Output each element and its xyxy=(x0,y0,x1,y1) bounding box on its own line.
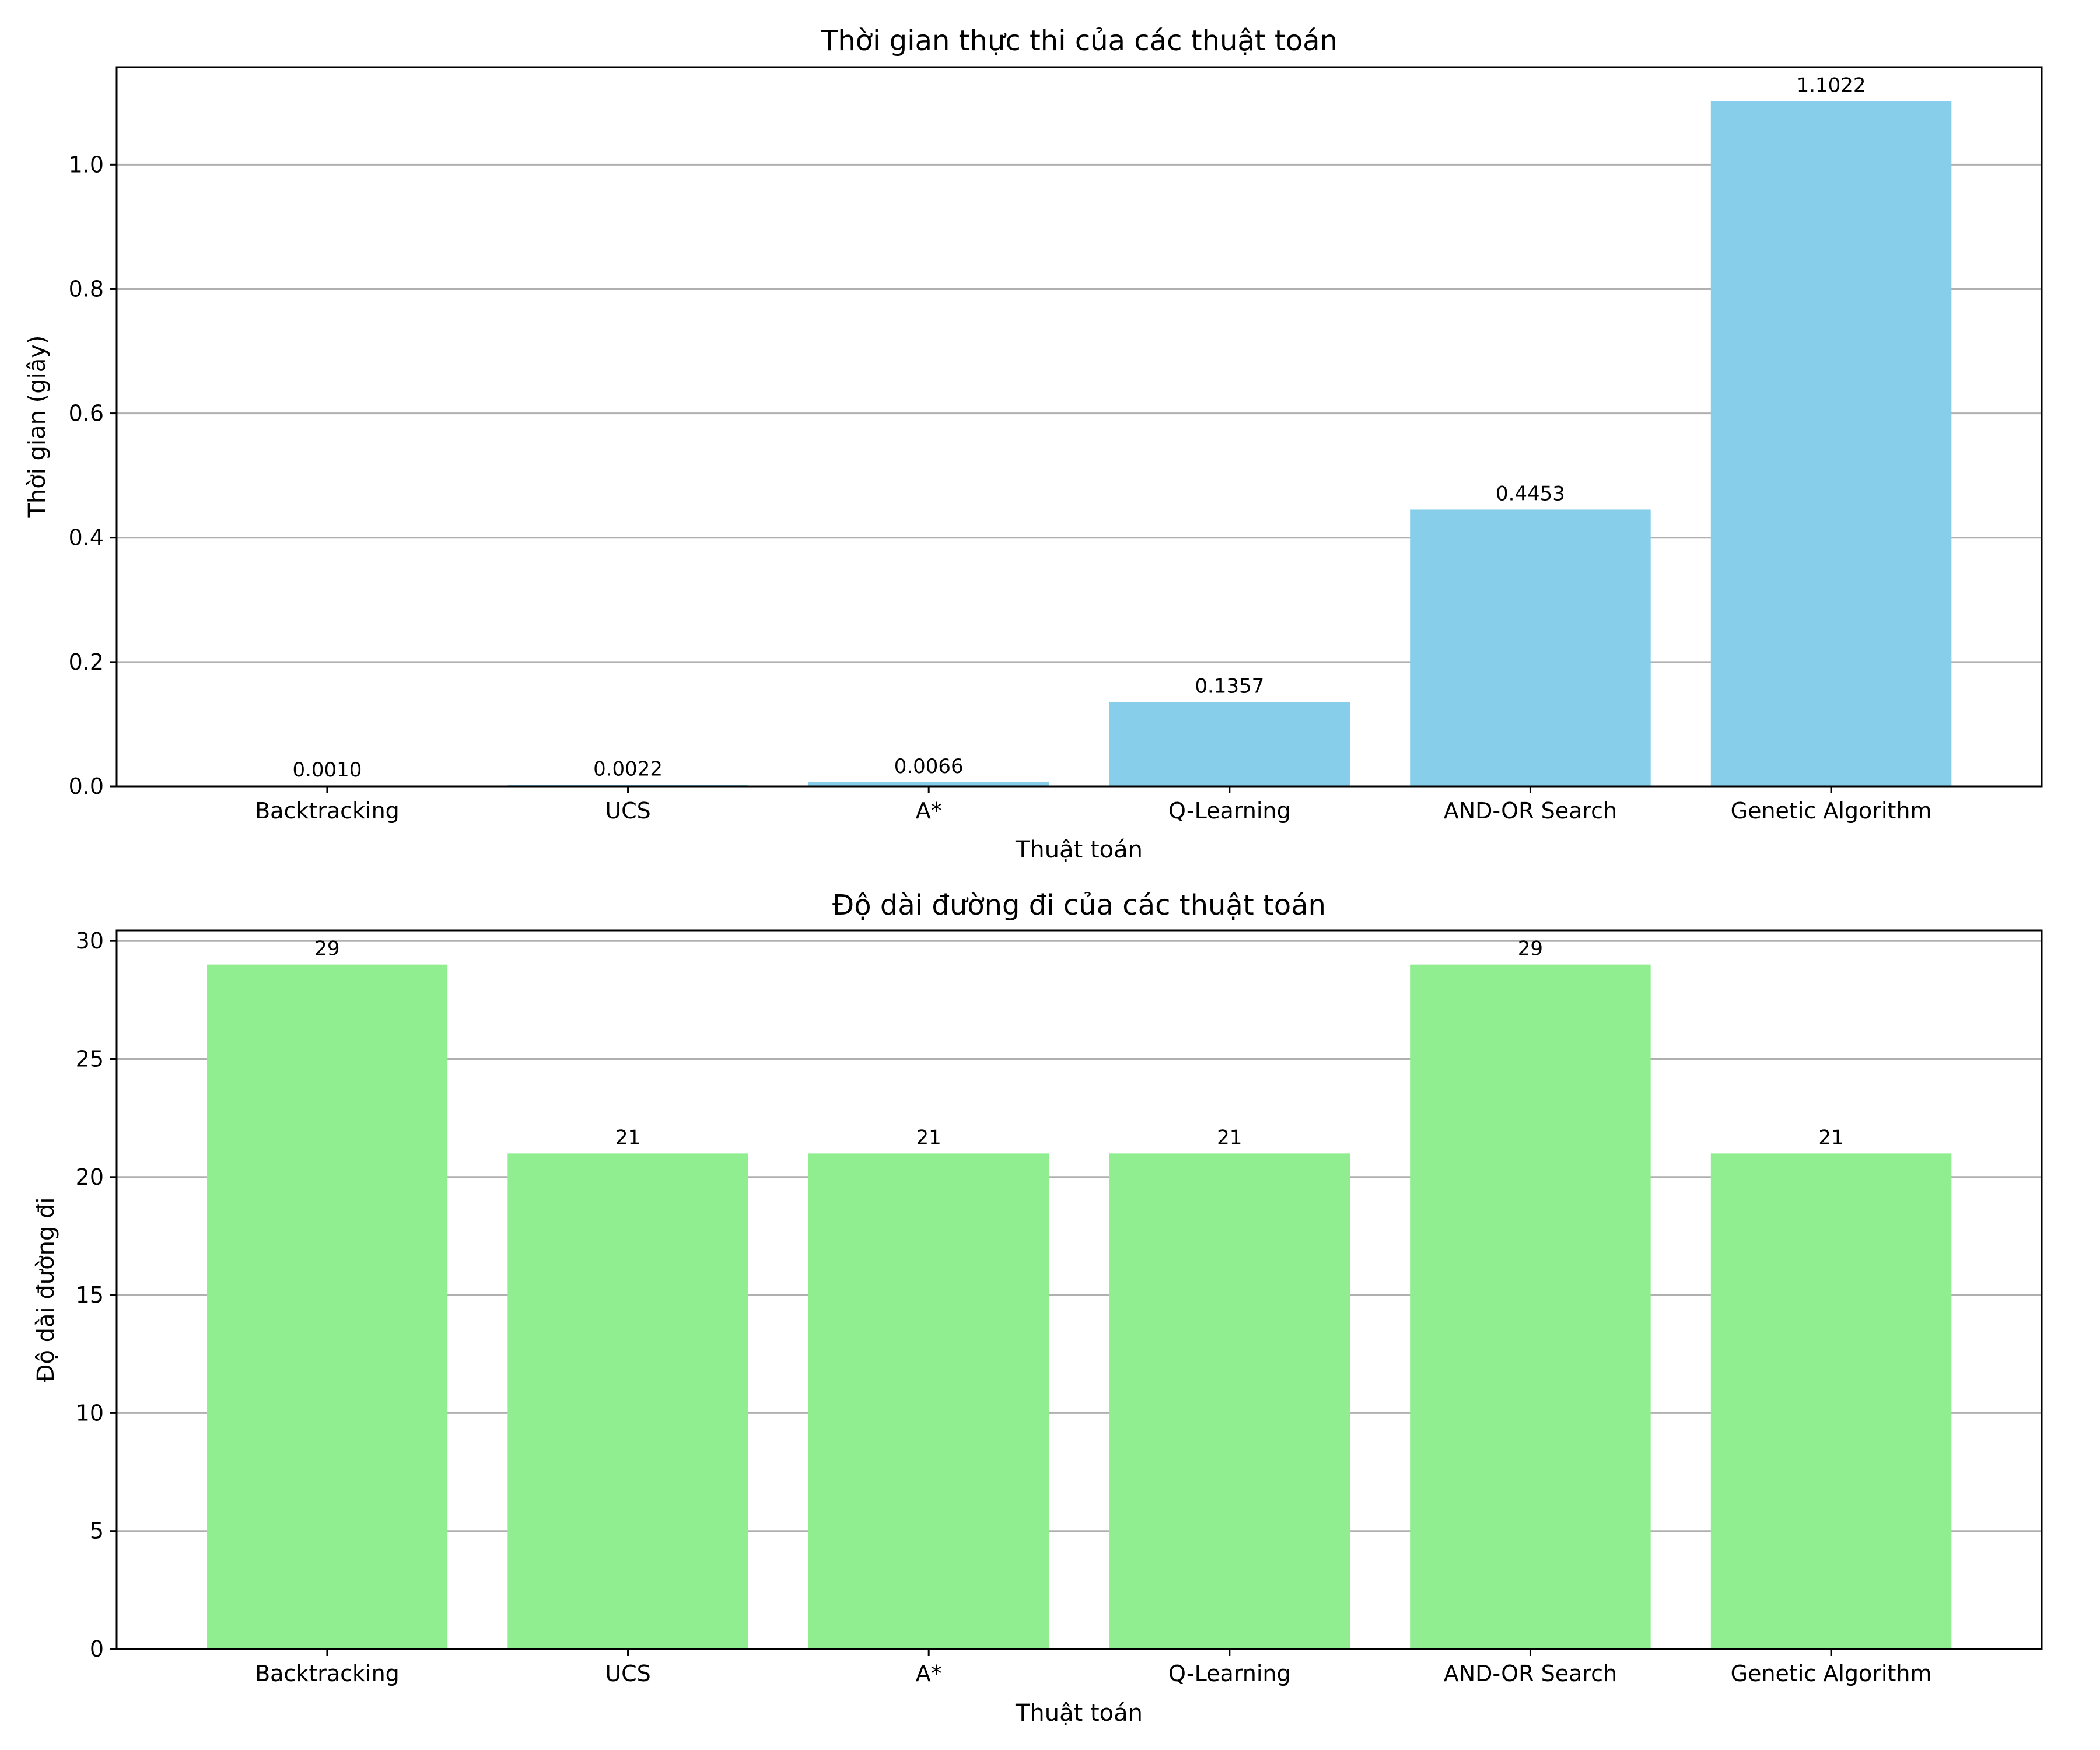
data-label: 0.1357 xyxy=(1195,674,1264,698)
x-tick-label: Q-Learning xyxy=(1168,1661,1291,1686)
bar-q-learning xyxy=(1109,702,1350,786)
x-tick-label: A* xyxy=(916,1661,942,1686)
chart-title: Thời gian thực thi của các thuật toán xyxy=(820,24,1338,57)
x-axis-label: Thuật toán xyxy=(1015,1700,1143,1727)
chart-title: Độ dài đường đi của các thuật toán xyxy=(832,889,1326,922)
data-label: 29 xyxy=(314,937,340,961)
y-tick-label: 0.4 xyxy=(69,525,104,551)
x-tick-label: Backtracking xyxy=(255,1661,400,1686)
bar-genetic-algorithm xyxy=(1710,101,1952,786)
x-tick-label: UCS xyxy=(605,1661,650,1686)
y-tick-label: 30 xyxy=(76,928,104,954)
y-axis-label: Thời gian (giây) xyxy=(24,335,51,518)
bar-a xyxy=(808,1153,1049,1649)
bar-backtracking xyxy=(206,964,448,1649)
path-length-chart: 0 5 10 15 20 25 30 Backtracking UCS A* Q-Learning A… xyxy=(33,889,2043,1727)
data-label: 0.0010 xyxy=(292,758,362,782)
y-tick-label: 0 xyxy=(90,1636,104,1662)
data-label: 29 xyxy=(1518,937,1543,961)
y-axis-label: Độ dài đường đi xyxy=(33,1197,60,1382)
y-tick-label: 10 xyxy=(76,1400,104,1426)
y-tick-label: 0.2 xyxy=(69,649,104,675)
x-tick-label: Genetic Algorithm xyxy=(1731,1661,1932,1686)
execution-time-chart: 0.0 0.2 0.4 0.6 0.8 1.0 Backtracking UCS A* Q-Lea… xyxy=(24,24,2043,863)
data-label: 21 xyxy=(916,1126,942,1149)
data-label: 21 xyxy=(1217,1126,1242,1149)
bar-and-or-search xyxy=(1410,964,1651,1649)
y-tick-label: 0.8 xyxy=(69,276,104,302)
data-label: 0.4453 xyxy=(1496,482,1565,505)
data-label: 21 xyxy=(615,1126,640,1149)
bar-ucs xyxy=(508,1153,748,1649)
plot-frame xyxy=(116,66,2043,788)
bar-and-or-search xyxy=(1410,509,1651,786)
x-axis-label: Thuật toán xyxy=(1015,836,1143,863)
bar-a xyxy=(808,782,1049,786)
y-tick-label: 0.0 xyxy=(69,774,104,799)
y-tick-label: 0.6 xyxy=(69,401,104,426)
x-tick-label: A* xyxy=(916,798,942,824)
data-label: 0.0022 xyxy=(593,758,663,781)
x-tick-label: AND-OR Search xyxy=(1444,798,1617,824)
y-tick-label: 1.0 xyxy=(69,152,104,177)
y-tick-label: 15 xyxy=(76,1282,104,1308)
x-tick-label: Backtracking xyxy=(255,798,400,824)
y-tick-label: 25 xyxy=(76,1046,104,1072)
data-label: 1.1022 xyxy=(1797,74,1866,97)
x-tick-label: UCS xyxy=(605,798,650,824)
data-label: 0.0066 xyxy=(894,755,964,778)
bar-genetic-algorithm xyxy=(1710,1153,1952,1649)
x-tick-label: Genetic Algorithm xyxy=(1731,798,1932,824)
data-label: 21 xyxy=(1818,1126,1843,1149)
y-tick-label: 5 xyxy=(90,1518,104,1544)
y-tick-label: 20 xyxy=(76,1164,104,1190)
plot-frame xyxy=(116,929,2043,1650)
bar-q-learning xyxy=(1109,1153,1350,1649)
x-tick-label: AND-OR Search xyxy=(1444,1661,1617,1686)
x-tick-label: Q-Learning xyxy=(1168,798,1291,824)
